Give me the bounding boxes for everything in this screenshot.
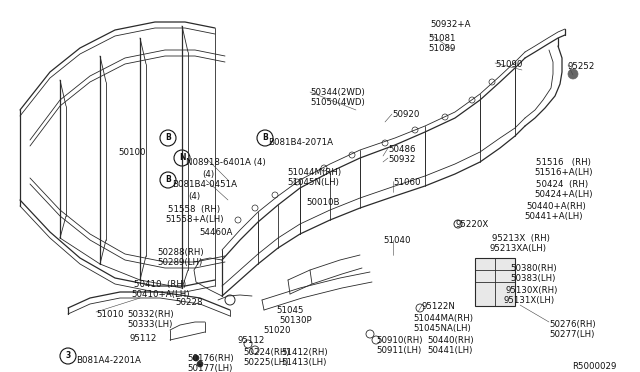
Text: 50228: 50228 [175,298,202,307]
Text: 50441(LH): 50441(LH) [427,346,472,355]
Text: 95122N: 95122N [422,302,456,311]
Text: 50288(RH): 50288(RH) [157,248,204,257]
Text: 50333(LH): 50333(LH) [127,320,172,329]
Text: 50176(RH): 50176(RH) [187,354,234,363]
Text: 54460A: 54460A [199,228,232,237]
Text: B081A4-2201A: B081A4-2201A [76,356,141,365]
Text: 50177(LH): 50177(LH) [187,364,232,372]
Text: 50486: 50486 [388,145,415,154]
Text: 50277(LH): 50277(LH) [549,330,595,339]
Text: 50440(RH): 50440(RH) [427,336,474,345]
Text: 50289(LH): 50289(LH) [157,258,202,267]
Text: 50440+A(RH): 50440+A(RH) [526,202,586,211]
Text: 51081: 51081 [428,34,456,43]
Text: 50424  (RH): 50424 (RH) [536,180,588,189]
Text: 51558+A(LH): 51558+A(LH) [165,215,223,224]
Text: 50010B: 50010B [306,198,339,207]
Text: 51010: 51010 [96,310,124,319]
Text: 51558  (RH): 51558 (RH) [168,205,220,214]
Text: 50100: 50100 [118,148,145,157]
Circle shape [568,69,578,79]
Text: B081B4-0451A: B081B4-0451A [172,180,237,189]
Text: 95112: 95112 [237,336,264,345]
Text: 95130X(RH): 95130X(RH) [505,286,557,295]
Text: B: B [165,134,171,142]
Text: 51413(LH): 51413(LH) [281,358,326,367]
Text: 50344(2WD): 50344(2WD) [310,88,365,97]
Text: B081B4-2071A: B081B4-2071A [268,138,333,147]
Text: 51060: 51060 [393,178,420,187]
Text: 95252: 95252 [568,62,595,71]
Text: 50224(RH): 50224(RH) [243,348,290,357]
Text: 50932+A: 50932+A [430,20,470,29]
Text: 50332(RH): 50332(RH) [127,310,173,319]
Text: 51045NA(LH): 51045NA(LH) [413,324,471,333]
Text: 3: 3 [65,352,70,360]
Text: 50910(RH): 50910(RH) [376,336,422,345]
Text: 50920: 50920 [392,110,419,119]
Text: B: B [262,134,268,142]
Text: 50130P: 50130P [279,316,312,325]
Circle shape [193,355,199,361]
Text: N08918-6401A (4): N08918-6401A (4) [186,158,266,167]
Text: 95112: 95112 [129,334,156,343]
Text: 51020: 51020 [263,326,291,335]
Text: 95220X: 95220X [456,220,489,229]
Text: 50410+A(LH): 50410+A(LH) [131,290,189,299]
Text: 50383(LH): 50383(LH) [510,274,556,283]
Text: 51516   (RH): 51516 (RH) [536,158,591,167]
Text: 51040: 51040 [383,236,410,245]
Text: 95131X(LH): 95131X(LH) [503,296,554,305]
Text: 95213X  (RH): 95213X (RH) [492,234,550,243]
Text: (4): (4) [188,192,200,201]
Text: 51044MA(RH): 51044MA(RH) [413,314,473,323]
Text: 51044M(RH): 51044M(RH) [287,168,341,177]
Text: 50225(LH): 50225(LH) [243,358,289,367]
Text: 50276(RH): 50276(RH) [549,320,596,329]
Text: 51045: 51045 [276,306,303,315]
Text: 50410  (RH): 50410 (RH) [134,280,186,289]
Text: 50380(RH): 50380(RH) [510,264,557,273]
Text: 50911(LH): 50911(LH) [376,346,421,355]
Text: 95213XA(LH): 95213XA(LH) [490,244,547,253]
Text: 50932: 50932 [388,155,415,164]
Text: 51090: 51090 [495,60,522,69]
Text: 51045N(LH): 51045N(LH) [287,178,339,187]
Text: 51050(4WD): 51050(4WD) [310,98,365,107]
Text: (4): (4) [202,170,214,179]
Text: 51412(RH): 51412(RH) [281,348,328,357]
FancyBboxPatch shape [475,258,515,306]
Text: 50424+A(LH): 50424+A(LH) [534,190,593,199]
Circle shape [197,361,203,367]
Text: R5000029: R5000029 [572,362,616,371]
Text: 51516+A(LH): 51516+A(LH) [534,168,593,177]
Text: B: B [165,176,171,185]
Text: 51089: 51089 [428,44,456,53]
Text: 50441+A(LH): 50441+A(LH) [524,212,582,221]
Text: N: N [179,154,185,163]
